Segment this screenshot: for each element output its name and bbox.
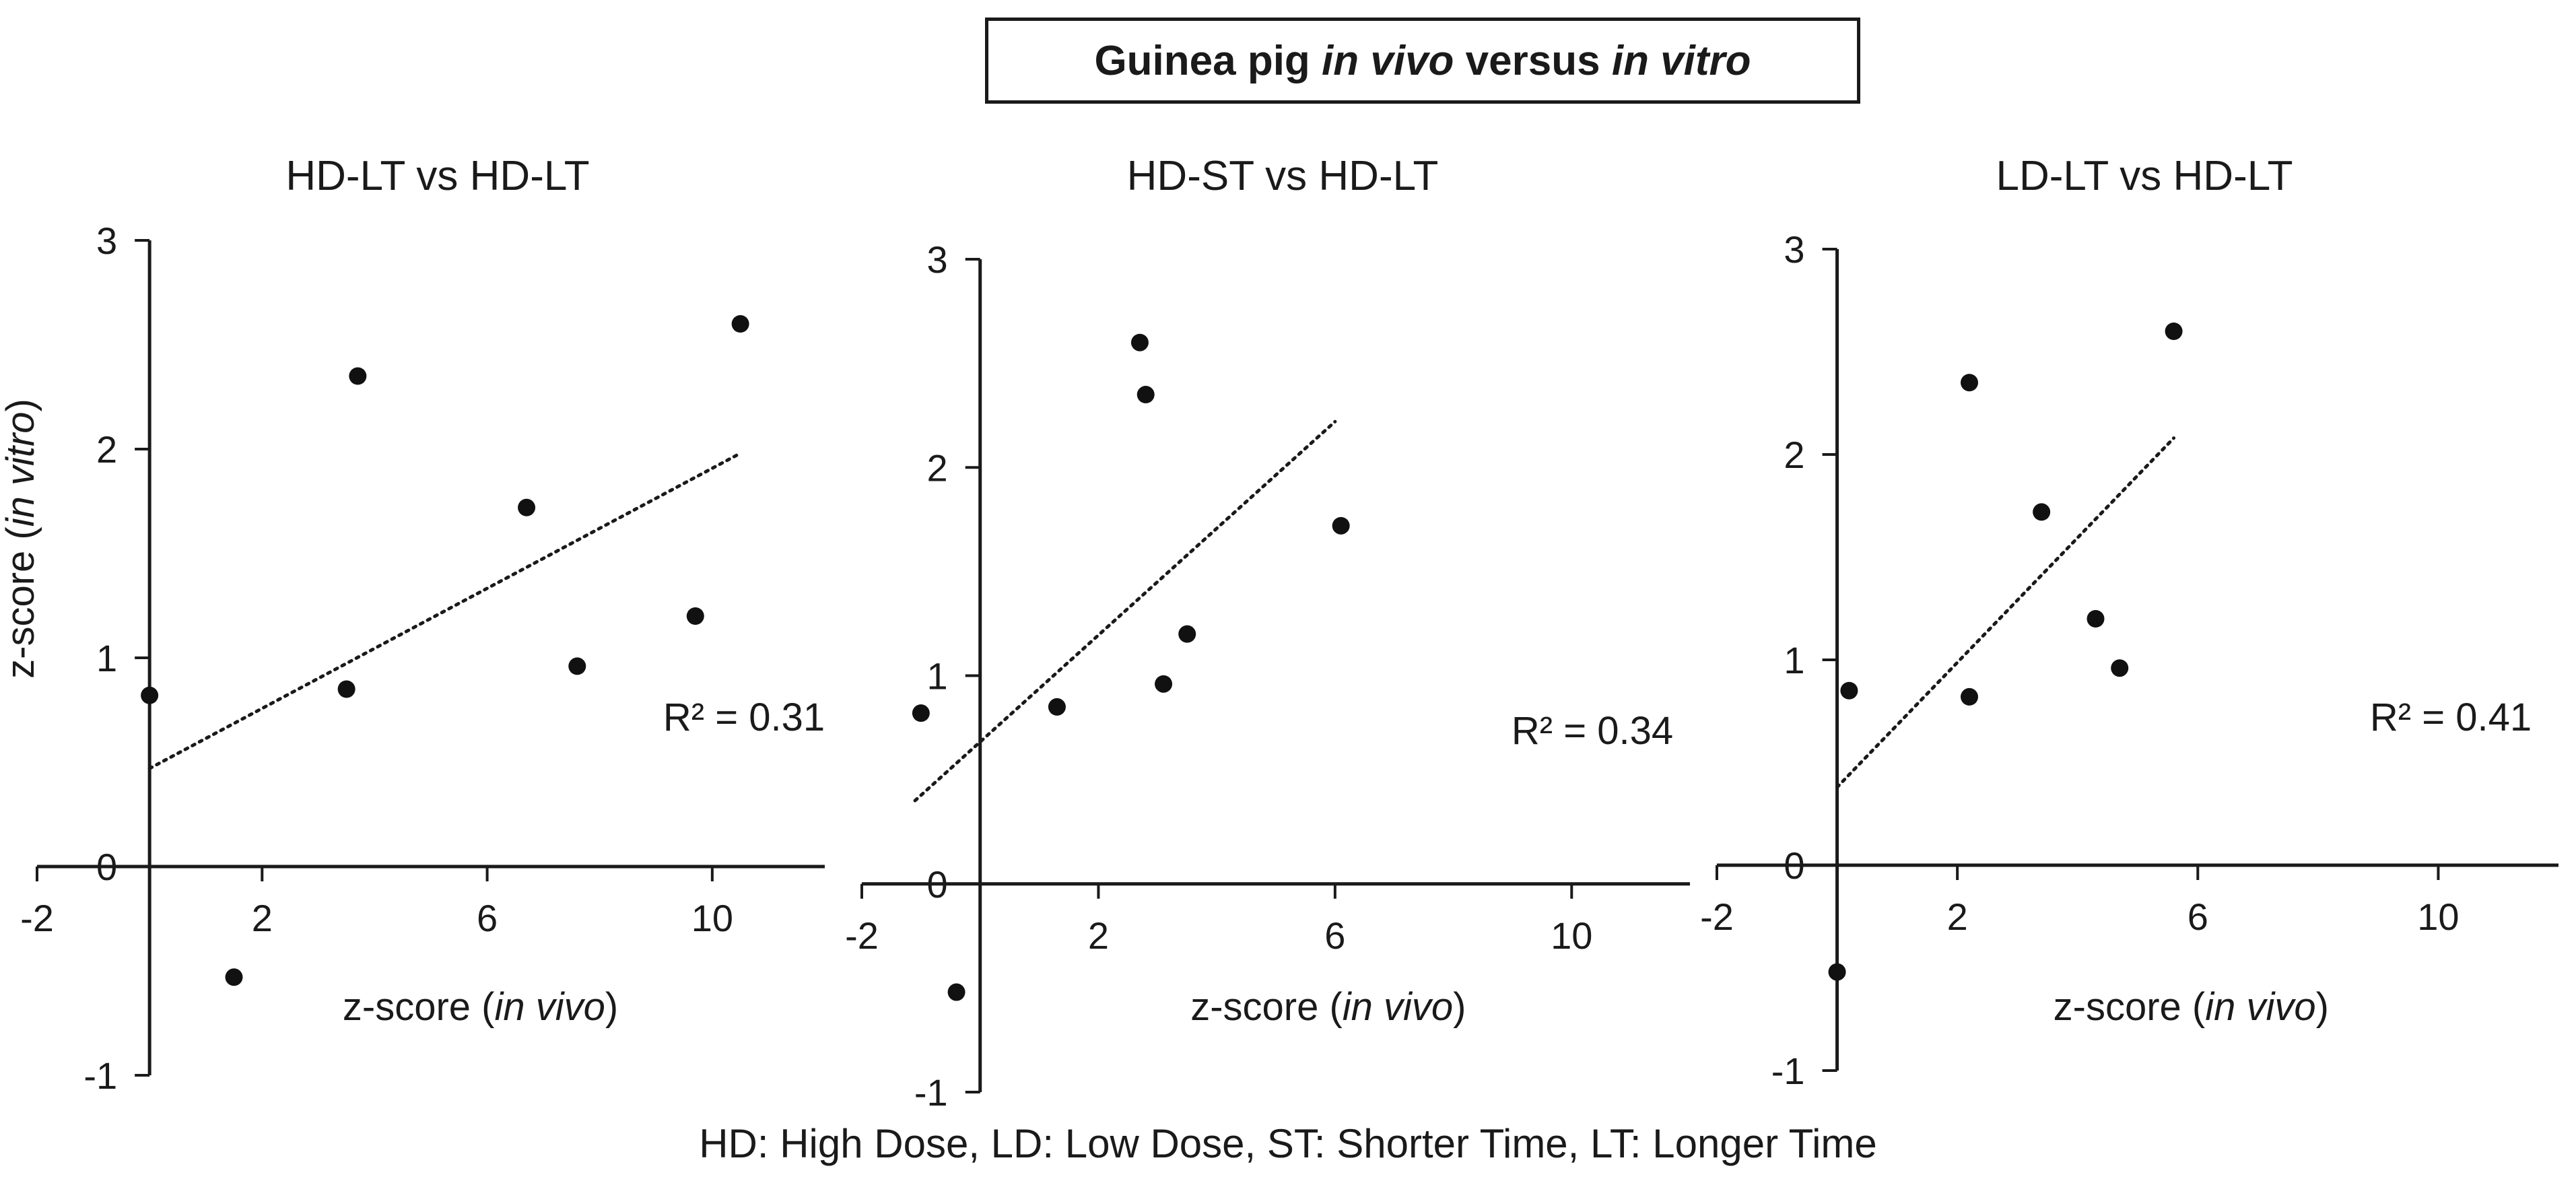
chart-1-data-point [686,607,704,625]
chart-3-data-point [2087,610,2105,628]
chart-1-data-point [518,498,536,516]
chart-2-title: HD-ST vs HD-LT [1127,153,1439,199]
chart-1-r2-label: R² = 0.31 [663,696,825,739]
chart-3-r2-label: R² = 0.41 [2370,696,2532,739]
chart-2-data-point [1332,516,1350,535]
chart-3-data-point [2033,503,2051,521]
chart-2-data-point [1137,386,1155,404]
figure-footer: HD: High Dose, LD: Low Dose, ST: Shorter… [699,1121,1877,1166]
chart-1-y-tick-label: -1 [83,1054,117,1097]
chart-2-x-axis-label-part-3: ) [1453,985,1466,1029]
chart-2-trendline [913,419,1337,803]
chart-1-x-tick-label: 6 [477,897,498,939]
chart-1-y-axis-label-part-1: z-score ( [0,527,42,679]
chart-2-y-tick-label: 1 [927,655,948,698]
chart-1-title: HD-LT vs HD-LT [285,153,589,199]
chart-3-data-point [1961,374,1978,392]
title-part-4: in vitro [1611,37,1751,84]
chart-1-y-axis-label: z-score (in vitro) [0,399,42,679]
chart-1-trendline [147,451,743,770]
chart-1-data-point [568,657,586,675]
chart-3-y-tick-label: 3 [1784,228,1804,271]
chart-3-title: LD-LT vs HD-LT [1996,153,2293,199]
chart-3-data-point [1840,681,1858,700]
chart-3-data-point [1961,687,1978,706]
chart-3-x-tick-label: 6 [2188,895,2208,938]
chart-2-y-tick-label: 2 [927,446,948,489]
chart-3-x-axis-label: z-score (in vivo) [2054,985,2329,1029]
chart-3-y-tick-label: 0 [1784,844,1804,887]
chart-1-x-tick-label: -2 [20,897,54,939]
chart-1-data-point [731,315,749,333]
chart-1-data-point [337,680,355,698]
chart-2-data-point [1178,625,1196,643]
chart-1-y-tick-label: 3 [96,219,117,262]
chart-2-data-point [912,704,930,722]
chart-2-x-tick-label: 2 [1088,914,1109,957]
chart-2-y-tick-label: 3 [927,238,948,281]
chart-2-x-tick-label: 6 [1324,914,1345,957]
chart-1-y-tick-label: 1 [96,637,117,679]
chart-3-data-point [2111,659,2129,677]
title-part-1: Guinea pig [1094,37,1310,84]
title-part-3: versus [1465,37,1600,84]
chart-1-x-axis-label-part-1: z-score ( [343,985,495,1029]
chart-2-data-point [947,983,965,1001]
chart-3-x-tick-label: 10 [2417,895,2459,938]
chart-2-x-axis-label: z-score (in vivo) [1190,985,1466,1029]
chart-3-x-tick-label: 2 [1947,895,1968,938]
chart-3-x-axis-label-part-2: in vivo [2205,985,2315,1029]
chart-2-x-axis-label-part-2: in vivo [1343,985,1453,1029]
chart-1-x-axis-label-part-3: ) [605,985,618,1029]
chart-2-y-tick-label: 0 [927,863,948,906]
chart-1-y-axis-label-part-2: in vitro [0,411,42,527]
chart-2-data-point [1155,675,1173,693]
chart-3-trendline [1835,436,2176,789]
chart-1-y-axis-label-part-3: ) [0,399,42,411]
chart-2-data-point [1048,698,1066,716]
chart-3-y-tick-label: -1 [1771,1050,1805,1092]
chart-1-x-tick-label: 10 [691,897,733,939]
chart-1-y-tick-label: 2 [96,428,117,471]
figure-title: Guinea pig in vivo versus in vitro [985,18,1860,104]
chart-2-x-tick-label: -2 [845,914,879,957]
title-part-2: in vivo [1322,37,1454,84]
chart-3-data-point [1828,963,1846,981]
chart-2-data-point [1130,333,1149,351]
chart-1-x-axis-label: z-score (in vivo) [343,985,618,1029]
chart-3-y-tick-label: 2 [1784,434,1804,476]
chart-1-y-tick-label: 0 [96,846,117,888]
chart-1-data-point [349,367,367,385]
chart-3-x-tick-label: -2 [1700,895,1734,938]
chart-2-y-tick-label: -1 [914,1071,948,1114]
chart-1-x-tick-label: 2 [252,897,273,939]
chart-2-x-tick-label: 10 [1551,914,1592,957]
chart-3-y-tick-label: 1 [1784,639,1804,681]
chart-3-x-axis-label-part-1: z-score ( [2054,985,2206,1029]
chart-2-x-axis-label-part-1: z-score ( [1190,985,1343,1029]
chart-1-data-point [225,968,243,986]
chart-3-data-point [2165,323,2183,340]
chart-3-x-axis-label-part-3: ) [2316,985,2329,1029]
chart-1-data-point [141,686,159,704]
chart-2-r2-label: R² = 0.34 [1512,709,1673,753]
chart-1-x-axis-label-part-2: in vivo [494,985,605,1029]
